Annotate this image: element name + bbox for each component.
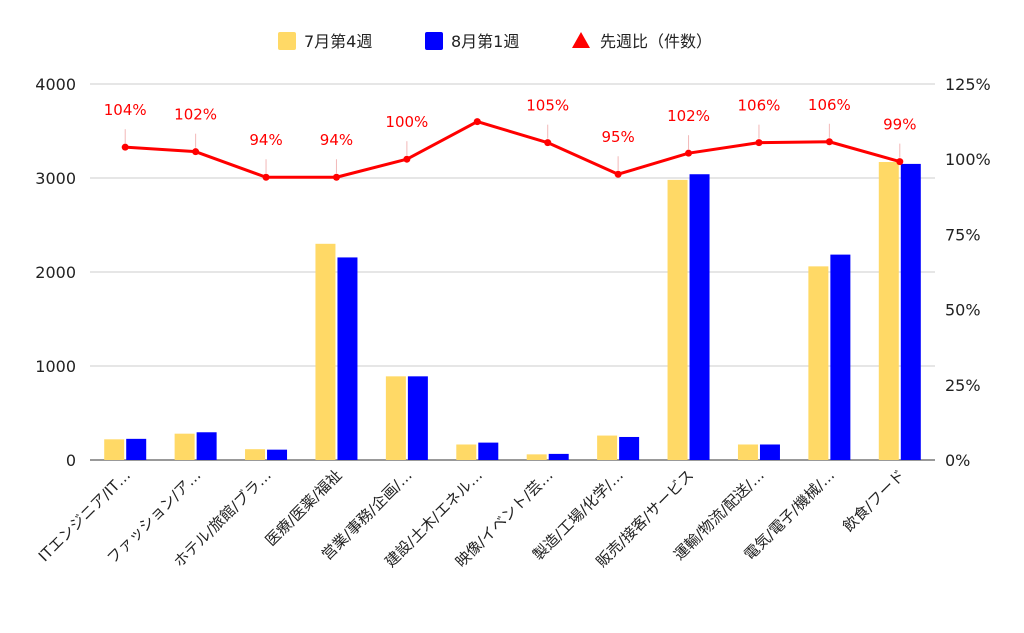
- legend-marker-series-3: [572, 32, 590, 48]
- bar-series-1: [104, 439, 125, 460]
- y-tick-left: 3000: [35, 169, 76, 188]
- ratio-data-label: 105%: [526, 97, 569, 115]
- y-tick-left: 4000: [35, 75, 76, 94]
- bar-series-2: [196, 432, 217, 460]
- ratio-data-label: 94%: [320, 131, 353, 149]
- x-axis-categories: ITエンジニア/IT…ファッション/ア…ホテル/旅館/ブラ…医療/医薬/福祉営業…: [35, 466, 909, 571]
- ratio-data-label: 102%: [174, 106, 217, 124]
- ratio-data-label: 104%: [104, 101, 147, 119]
- ratio-point: [614, 170, 622, 178]
- bar-series-1: [667, 179, 688, 460]
- bar-series-1: [315, 243, 336, 460]
- bar-series-2: [407, 376, 428, 460]
- ratio-data-label: 106%: [738, 97, 781, 115]
- y-tick-right: 50%: [945, 301, 981, 320]
- bar-series-2: [337, 257, 358, 460]
- legend-label-series-3: 先週比（件数）: [600, 32, 712, 51]
- legend: 7月第4週 8月第1週 先週比（件数）: [278, 32, 712, 51]
- y-tick-left: 0: [66, 451, 76, 470]
- bar-series-1: [385, 376, 406, 460]
- ratio-point: [685, 149, 693, 157]
- bar-series-1: [737, 444, 758, 460]
- bar-series-1: [526, 454, 547, 460]
- ratio-point: [121, 143, 129, 151]
- y-tick-left: 1000: [35, 357, 76, 376]
- bar-series-2: [830, 254, 851, 460]
- bar-series-1: [808, 266, 829, 460]
- bar-series-1: [456, 444, 477, 460]
- ratio-data-label: 102%: [667, 107, 710, 125]
- y-tick-left: 2000: [35, 263, 76, 282]
- ratio-point: [403, 155, 411, 163]
- y-tick-right: 125%: [945, 75, 991, 94]
- ratio-data-label: 99%: [883, 116, 916, 134]
- legend-label-series-2: 8月第1週: [451, 32, 519, 51]
- y-tick-right: 75%: [945, 225, 981, 244]
- y-tick-right: 25%: [945, 376, 981, 395]
- legend-swatch-series-1: [278, 32, 296, 50]
- ratio-point: [473, 118, 481, 126]
- ratio-data-label: 106%: [808, 96, 851, 114]
- bar-series-2: [759, 444, 780, 460]
- bar-series-1: [878, 162, 899, 460]
- ratio-point: [544, 139, 552, 147]
- ratio-point: [825, 138, 833, 146]
- bar-series-2: [267, 449, 288, 460]
- bar-series-2: [900, 163, 921, 460]
- bar-series-1: [174, 433, 195, 460]
- bar-series-1: [597, 435, 618, 460]
- bar-series-2: [619, 436, 640, 460]
- ratio-data-label: 95%: [601, 128, 634, 146]
- ratio-data-label: 94%: [249, 131, 282, 149]
- bar-series-2: [478, 442, 499, 460]
- gridlines: [90, 83, 935, 461]
- y-tick-right: 100%: [945, 150, 991, 169]
- legend-swatch-series-2: [425, 32, 443, 50]
- y-axis-left: 0 1000 2000 3000 4000: [35, 75, 76, 470]
- x-category-label: 飲食/フード: [839, 466, 908, 535]
- ratio-line: 104% 102% 94% 94% 100% 105% 95% 102% 106% 106% 99%: [104, 96, 916, 181]
- ratio-point: [262, 173, 270, 181]
- y-axis-right: 0% 25% 50% 75% 100% 125%: [945, 75, 991, 470]
- bar-series-1: [245, 449, 266, 460]
- ratio-data-label: 100%: [385, 113, 428, 131]
- bar-series-2: [126, 438, 147, 460]
- ratio-line-path: [125, 120, 901, 179]
- y-tick-right: 0%: [945, 451, 970, 470]
- bar-series-2: [548, 453, 569, 460]
- ratio-point: [755, 139, 763, 147]
- bars: [104, 162, 921, 461]
- bar-series-2: [689, 174, 710, 461]
- ratio-point: [332, 173, 340, 181]
- ratio-point: [192, 148, 200, 156]
- legend-label-series-1: 7月第4週: [304, 32, 372, 51]
- ratio-point: [896, 158, 904, 166]
